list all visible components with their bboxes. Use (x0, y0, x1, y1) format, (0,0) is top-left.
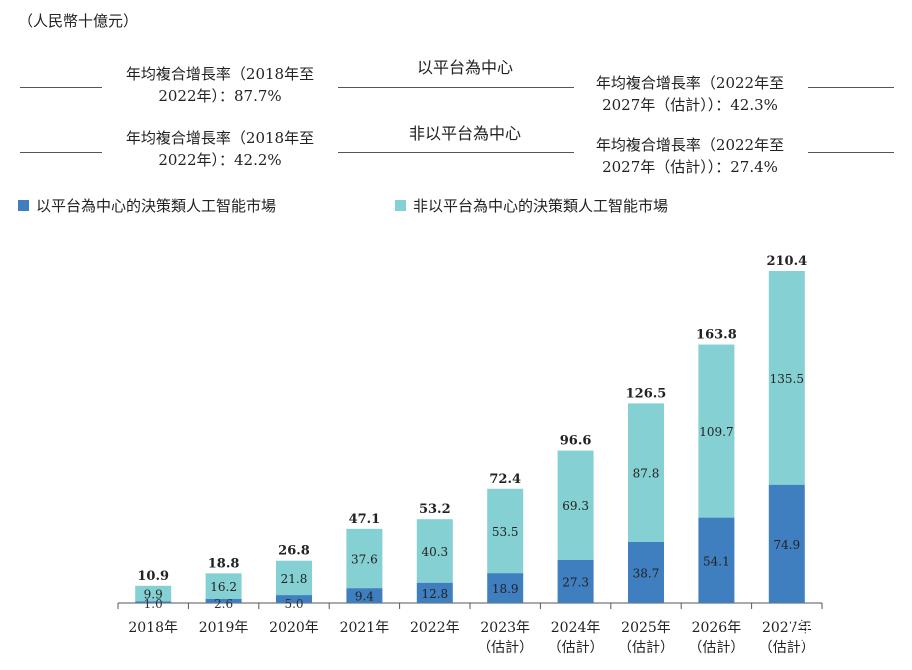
platform-value-label: 18.9 (492, 582, 519, 596)
bar-non-platform-segment (276, 560, 312, 596)
legend-platform: 以平台為中心的決策類人工智能市場 (18, 195, 276, 216)
x-tick-label: 2024年 (551, 620, 601, 636)
non-platform-cagr-left-line2: 2022年）：42.2% (158, 151, 282, 169)
legend-non-platform: 非以平台為中心的決策類人工智能市場 (395, 195, 668, 216)
platform-value-label: 5.0 (284, 597, 303, 611)
non-platform-value-label: 87.8 (633, 467, 660, 481)
non-platform-cagr-right-line1: 年均複合增長率（2022年至 (595, 136, 785, 154)
bar-non-platform-segment (135, 585, 172, 602)
bar-non-platform-segment (487, 488, 524, 574)
non-platform-cagr-right-line2: 2027年（估計））：27.4% (602, 158, 778, 176)
non-platform-cagr-left: 年均複合增長率（2018年至 2022年）：42.2% (100, 127, 340, 171)
total-value-label: 96.6 (560, 434, 592, 449)
x-tick-label: 2027年 (762, 620, 812, 636)
non-platform-rule-middle (338, 152, 574, 153)
x-tick-label: 2023年 (480, 620, 530, 636)
watermark-brand: 龙电投资 (800, 626, 872, 647)
x-tick-label: 2022年 (410, 620, 460, 636)
platform-value-label: 54.1 (703, 554, 730, 568)
platform-value-label: 74.9 (773, 538, 800, 552)
x-tick-label: （估計） (688, 640, 744, 656)
platform-value-label: 12.8 (421, 587, 448, 601)
legend-platform-swatch (18, 200, 29, 211)
non-platform-value-label: 37.6 (351, 553, 378, 567)
bar-platform-segment (346, 588, 383, 603)
watermark-community: 老虎社区 (790, 607, 874, 631)
bar-non-platform-segment (416, 519, 453, 583)
non-platform-value-label: 9.9 (144, 587, 163, 601)
bar-platform-segment (698, 517, 735, 603)
bar-platform-segment (276, 595, 312, 603)
platform-group-label: 以平台為中心 (416, 58, 513, 77)
bar-platform-segment (205, 598, 242, 603)
x-tick-label: （估計） (618, 640, 674, 656)
platform-rule-middle (338, 87, 574, 88)
x-tick-label: 2018年 (128, 620, 178, 636)
total-value-label: 47.1 (349, 512, 381, 527)
bar-non-platform-segment (698, 344, 735, 518)
non-platform-value-label: 69.3 (562, 499, 589, 513)
bar-platform-segment (768, 484, 805, 603)
platform-cagr-left-line2: 2022年）：87.7% (158, 87, 282, 105)
non-platform-cagr-right: 年均複合增長率（2022年至 2027年（估計））：27.4% (570, 134, 810, 178)
total-value-label: 53.2 (419, 502, 451, 517)
x-tick-label: （估計） (759, 640, 815, 656)
platform-rule-right (808, 87, 894, 88)
bar-platform-segment (557, 559, 594, 603)
platform-value-label: 1.0 (144, 597, 163, 611)
platform-rule-left (20, 87, 102, 88)
non-platform-cagr-left-line1: 年均複合增長率（2018年至 (125, 129, 315, 147)
bar-platform-segment (487, 573, 524, 603)
non-platform-value-label: 53.5 (492, 525, 519, 539)
non-platform-value-label: 135.5 (770, 372, 804, 386)
platform-cagr-right: 年均複合增長率（2022年至 2027年（估計））：42.3% (570, 72, 810, 116)
platform-cagr-left: 年均複合增長率（2018年至 2022年）：87.7% (100, 63, 340, 107)
total-value-label: 26.8 (278, 544, 310, 559)
legend-platform-label: 以平台為中心的決策類人工智能市場 (36, 197, 277, 215)
platform-value-label: 2.6 (214, 597, 233, 611)
total-value-label: 163.8 (696, 328, 737, 343)
watermark-handle: @龙电投资 (826, 646, 887, 660)
bar-platform-segment (628, 541, 664, 603)
non-platform-value-label: 109.7 (699, 425, 733, 439)
non-platform-value-label: 40.3 (421, 545, 448, 559)
legend-non-platform-swatch (395, 200, 406, 211)
platform-value-label: 27.3 (562, 575, 589, 589)
non-platform-value-label: 16.2 (210, 580, 237, 594)
legend-non-platform-label: 非以平台為中心的決策類人工智能市場 (413, 197, 669, 215)
platform-cagr-left-line1: 年均複合增長率（2018年至 (125, 65, 315, 83)
x-tick-label: 2020年 (269, 620, 319, 636)
x-tick-label: 2019年 (199, 620, 249, 636)
non-platform-value-label: 21.8 (281, 572, 308, 586)
x-tick-label: （估計） (477, 640, 533, 656)
total-value-label: 126.5 (626, 386, 667, 401)
platform-value-label: 38.7 (633, 566, 660, 580)
x-tick-label: （估計） (548, 640, 604, 656)
bar-non-platform-segment (557, 450, 594, 560)
platform-cagr-right-line1: 年均複合增長率（2022年至 (595, 74, 785, 92)
platform-cagr-right-line2: 2027年（估計））：42.3% (602, 96, 778, 114)
bar-non-platform-segment (205, 573, 242, 599)
x-tick-label: 2025年 (621, 620, 671, 636)
total-value-label: 72.4 (489, 472, 521, 487)
bar-non-platform-segment (768, 271, 805, 485)
non-platform-rule-right (808, 152, 894, 153)
non-platform-rule-left (20, 152, 102, 153)
x-tick-label: 2026年 (692, 620, 742, 636)
total-value-label: 10.9 (137, 569, 169, 584)
bar-platform-segment (135, 601, 172, 603)
bar-platform-segment (416, 582, 453, 603)
total-value-label: 18.8 (208, 556, 240, 571)
total-value-label: 210.4 (766, 254, 807, 269)
unit-label: （人民幣十億元） (18, 12, 139, 30)
x-tick-label: 2021年 (340, 620, 390, 636)
bar-non-platform-segment (628, 403, 664, 542)
non-platform-group-label: 非以平台為中心 (408, 124, 521, 143)
bar-non-platform-segment (346, 528, 383, 589)
platform-value-label: 9.4 (355, 590, 374, 604)
